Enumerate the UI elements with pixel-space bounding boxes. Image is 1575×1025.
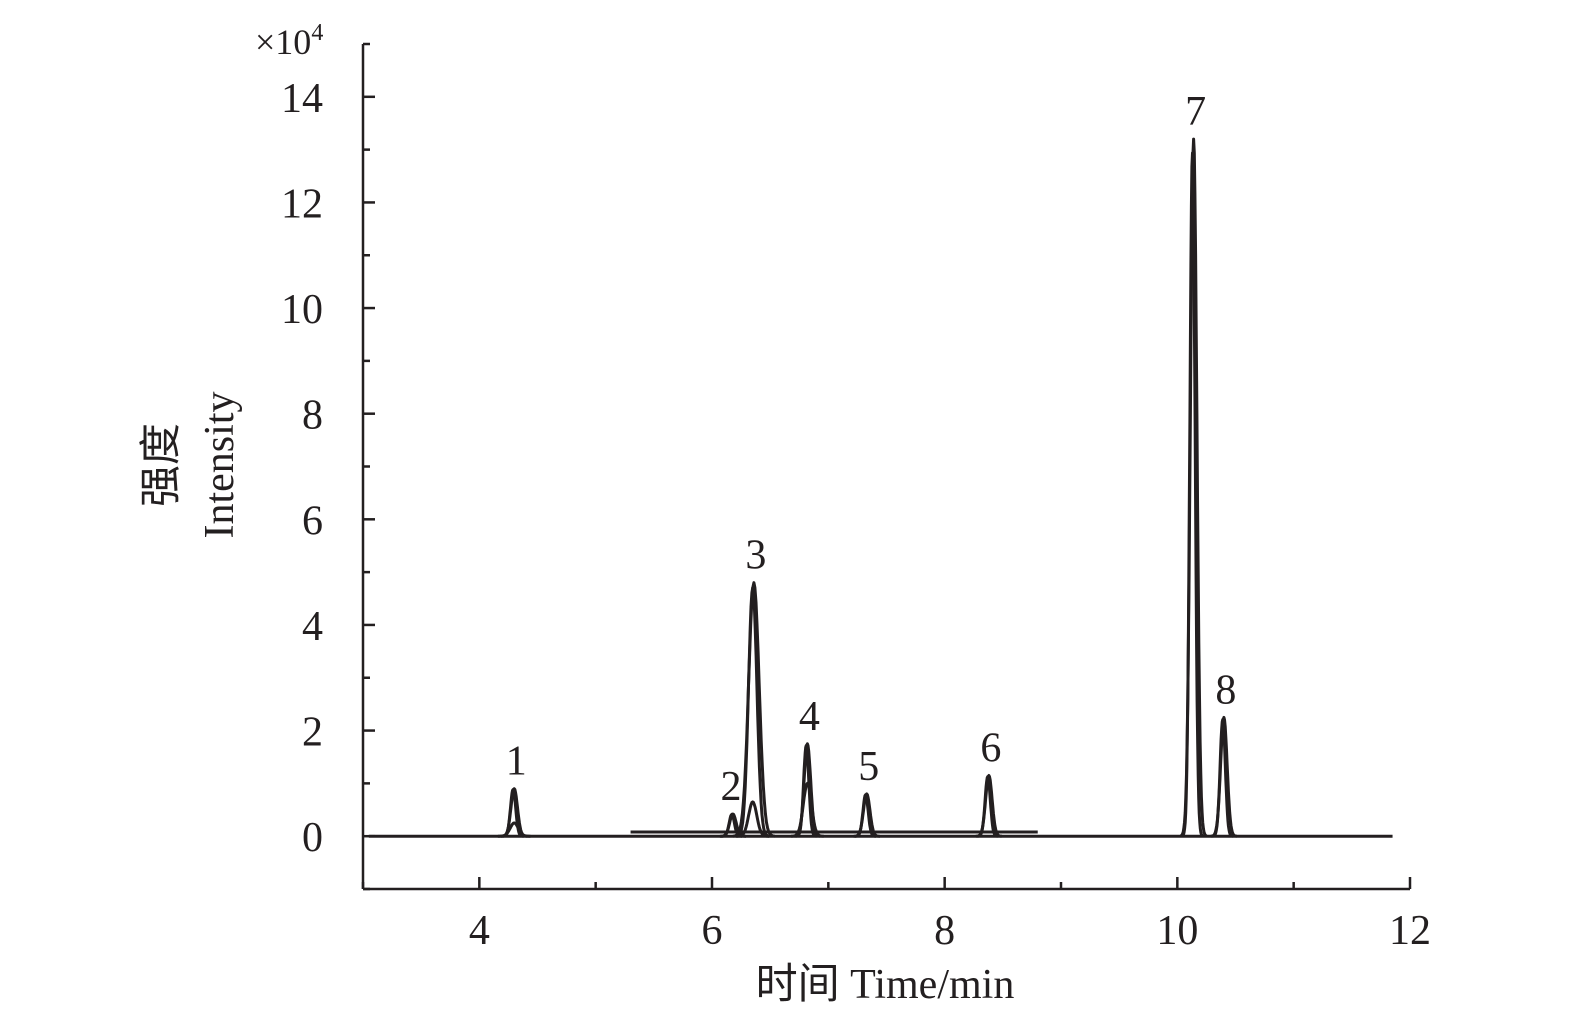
peak-label-3: 3 bbox=[745, 533, 766, 579]
y-tick-label: 4 bbox=[302, 604, 323, 650]
peak-label-4: 4 bbox=[799, 694, 820, 740]
peak-label-5: 5 bbox=[858, 744, 879, 790]
y-multiplier-exp: 4 bbox=[311, 20, 323, 46]
peak-3-overlay bbox=[735, 586, 771, 838]
minor-peak bbox=[497, 821, 532, 838]
y-tick-label: 8 bbox=[302, 393, 323, 439]
peak-label-8: 8 bbox=[1215, 667, 1236, 713]
x-axis-title: 时间 Time/min bbox=[756, 962, 1015, 1008]
y-multiplier: ×104 bbox=[255, 20, 323, 62]
x-tick-label: 12 bbox=[1389, 908, 1431, 954]
y-tick-label: 2 bbox=[302, 710, 323, 756]
peak-8-overlay bbox=[1211, 718, 1235, 838]
peak-label-6: 6 bbox=[980, 725, 1001, 771]
peak-3 bbox=[732, 581, 776, 838]
y-tick-label: 14 bbox=[281, 76, 323, 122]
y-tick-label: 12 bbox=[281, 181, 323, 227]
peak-7-overlay bbox=[1181, 151, 1204, 838]
peak-labels: 1 2 3 45 6 7 8 bbox=[506, 89, 1237, 810]
peak-label-1: 1 bbox=[506, 739, 527, 785]
x-tick-label: 4 bbox=[469, 908, 490, 954]
peak-5-overlay bbox=[854, 793, 877, 838]
peak-6-overlay bbox=[976, 775, 1000, 838]
y-multiplier-base: ×10 bbox=[255, 22, 311, 62]
x-tick-label: 6 bbox=[702, 908, 723, 954]
minor-peak bbox=[790, 781, 825, 838]
y-axis-title-cn: 强度 bbox=[139, 423, 185, 507]
traces bbox=[368, 137, 1393, 838]
y-tick-label: 10 bbox=[281, 287, 323, 333]
y-tick-label: 0 bbox=[302, 815, 323, 861]
peak-4-overlay bbox=[794, 744, 818, 838]
peak-label-2: 2 bbox=[720, 764, 741, 810]
y-axis-title-en: Intensity bbox=[197, 392, 243, 539]
peak-label-7: 7 bbox=[1185, 89, 1206, 135]
x-tick-label: 10 bbox=[1156, 908, 1198, 954]
y-axis-title-en-group: Intensity bbox=[197, 392, 243, 539]
minor-peak bbox=[735, 800, 770, 838]
y-tick-label: 6 bbox=[302, 498, 323, 544]
axis-titles: 时间 Time/min 强度 Intensity ×104 bbox=[139, 20, 1014, 1008]
x-tick-label: 8 bbox=[934, 908, 955, 954]
y-axis-title-cn-group: 强度 bbox=[139, 423, 185, 507]
